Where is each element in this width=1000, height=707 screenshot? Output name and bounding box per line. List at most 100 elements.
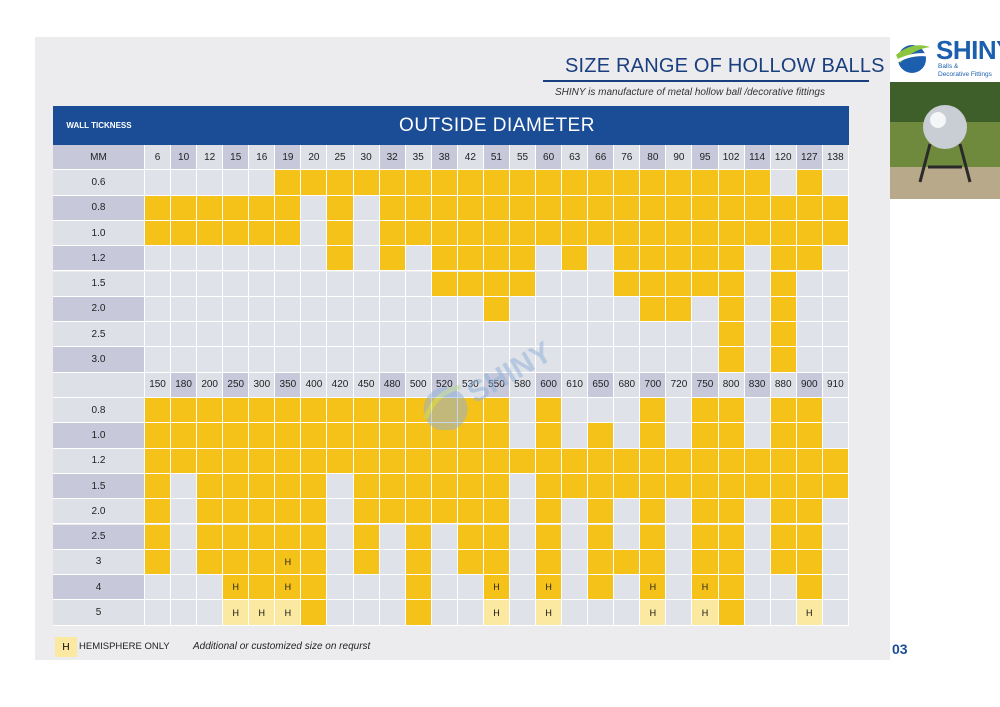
available-size-cell xyxy=(301,423,328,449)
available-size-cell xyxy=(249,423,276,449)
diameter-header-cell: 580 xyxy=(509,372,537,398)
wall-thickness-cell: 4 xyxy=(53,575,145,601)
outside-diameter-banner: OUTSIDE DIAMETER xyxy=(145,106,849,145)
available-size-cell xyxy=(614,195,641,221)
available-size-cell xyxy=(588,448,615,474)
available-size-cell xyxy=(718,575,745,601)
logo-tagline: Balls & xyxy=(938,63,959,70)
unavailable-size-cell xyxy=(223,246,250,272)
diameter-header-cell: 600 xyxy=(536,372,563,398)
available-size-cell xyxy=(275,220,302,247)
unavailable-size-cell xyxy=(770,575,797,601)
available-size-cell xyxy=(483,195,510,221)
unavailable-size-cell xyxy=(327,296,354,323)
available-size-cell xyxy=(796,575,823,601)
unavailable-size-cell xyxy=(327,322,354,348)
diameter-header-cell: 16 xyxy=(249,145,276,171)
unavailable-size-cell xyxy=(223,170,250,196)
available-size-cell xyxy=(744,448,771,474)
unavailable-size-cell xyxy=(822,246,849,272)
available-size-cell xyxy=(666,220,693,247)
unavailable-size-cell xyxy=(379,524,406,550)
available-size-cell xyxy=(405,448,432,474)
unavailable-size-cell xyxy=(249,347,276,373)
unavailable-size-cell xyxy=(379,575,406,601)
wall-thickness-cell: 1.2 xyxy=(53,448,145,474)
unavailable-size-cell xyxy=(822,170,849,196)
available-size-cell xyxy=(796,220,823,247)
available-size-cell xyxy=(301,575,328,601)
available-size-cell xyxy=(640,473,667,500)
unavailable-size-cell xyxy=(509,423,537,449)
unavailable-size-cell xyxy=(588,271,615,297)
available-size-cell xyxy=(744,220,771,247)
unavailable-size-cell xyxy=(457,296,484,323)
unavailable-size-cell xyxy=(666,575,693,601)
diameter-header-cell: 51 xyxy=(483,145,510,171)
unavailable-size-cell xyxy=(562,296,589,323)
available-size-cell xyxy=(431,271,458,297)
wall-thickness-label: WALL TICKNESS xyxy=(53,106,145,145)
unavailable-size-cell xyxy=(666,499,693,525)
wall-thickness-cell: 0.8 xyxy=(53,195,145,221)
unavailable-size-cell xyxy=(223,296,250,323)
unavailable-size-cell xyxy=(379,271,406,297)
available-size-cell xyxy=(692,524,719,550)
unavailable-size-cell xyxy=(301,220,328,247)
available-size-cell xyxy=(562,195,589,221)
available-size-cell xyxy=(614,549,641,576)
available-size-cell xyxy=(301,499,328,525)
unavailable-size-cell xyxy=(614,575,641,601)
unavailable-size-cell xyxy=(509,473,537,500)
wall-thickness-cell: 1.2 xyxy=(53,246,145,272)
available-size-cell xyxy=(275,448,302,474)
available-size-cell xyxy=(249,473,276,500)
available-size-cell xyxy=(405,575,432,601)
available-size-cell xyxy=(379,499,406,525)
unavailable-size-cell xyxy=(744,549,771,576)
unavailable-size-cell xyxy=(822,524,849,550)
available-size-cell xyxy=(431,398,458,424)
unavailable-size-cell xyxy=(822,600,849,626)
available-size-cell xyxy=(249,575,276,601)
unavailable-size-cell xyxy=(223,347,250,373)
available-size-cell xyxy=(692,195,719,221)
available-size-cell xyxy=(379,398,406,424)
unavailable-size-cell xyxy=(301,347,328,373)
unavailable-size-cell xyxy=(588,398,615,424)
available-size-cell xyxy=(718,499,745,525)
unavailable-size-cell xyxy=(744,246,771,272)
globe-swoosh-icon xyxy=(893,45,930,73)
available-size-cell xyxy=(197,524,224,550)
available-size-cell xyxy=(666,246,693,272)
unavailable-size-cell xyxy=(301,322,328,348)
available-size-cell xyxy=(796,398,823,424)
available-size-cell xyxy=(692,246,719,272)
diameter-header-cell: 350 xyxy=(275,372,302,398)
unavailable-size-cell xyxy=(509,575,537,601)
hemisphere-size-cell: H xyxy=(483,575,510,601)
available-size-cell xyxy=(275,473,302,500)
page-number: 03 xyxy=(892,641,908,657)
available-size-cell xyxy=(483,499,510,525)
unavailable-size-cell xyxy=(796,296,823,323)
hemisphere-size-cell: H xyxy=(640,575,667,601)
available-size-cell xyxy=(509,448,537,474)
available-size-cell xyxy=(692,549,719,576)
available-size-cell xyxy=(640,448,667,474)
available-size-cell xyxy=(536,195,563,221)
unavailable-size-cell xyxy=(171,170,198,196)
unavailable-size-cell xyxy=(171,499,198,525)
available-size-cell xyxy=(822,448,849,474)
available-size-cell xyxy=(145,524,172,550)
wall-thickness-cell: 2.5 xyxy=(53,524,145,550)
unavailable-size-cell xyxy=(457,322,484,348)
unavailable-size-cell xyxy=(770,600,797,626)
unavailable-size-cell xyxy=(536,347,563,373)
available-size-cell xyxy=(666,271,693,297)
available-size-cell xyxy=(536,423,563,449)
unavailable-size-cell xyxy=(744,271,771,297)
available-size-cell xyxy=(822,473,849,500)
available-size-cell xyxy=(666,448,693,474)
available-size-cell xyxy=(562,448,589,474)
